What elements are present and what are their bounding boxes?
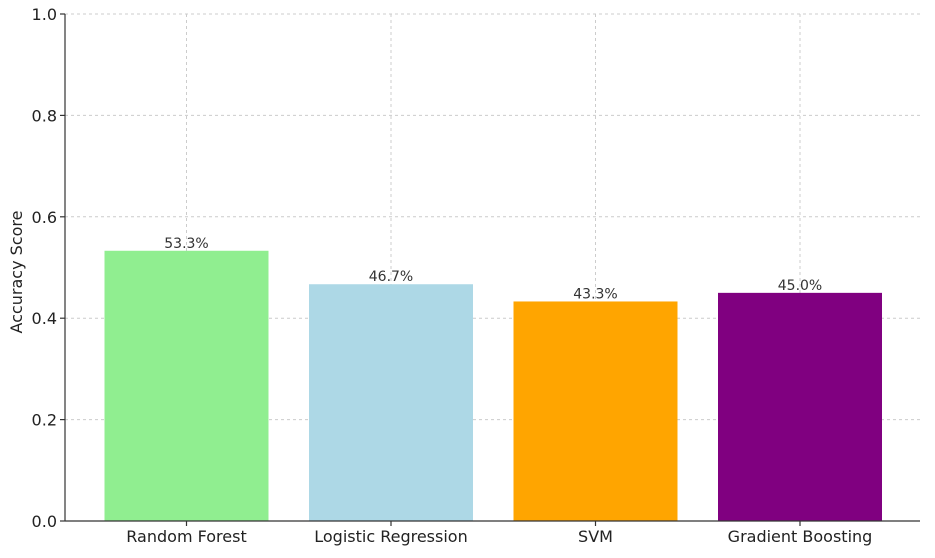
x-tick-label: Random Forest xyxy=(126,527,246,546)
bar-random-forest xyxy=(104,250,269,522)
bar-svm xyxy=(513,301,678,521)
bar-gradient-boosting xyxy=(718,292,882,521)
x-tick-label: Gradient Boosting xyxy=(728,527,873,546)
bar-logistic-regression xyxy=(309,284,473,521)
bar-layer: 53.3% 46.7% 43.3% 45.0% xyxy=(104,236,882,522)
y-tick-label: 0.8 xyxy=(32,106,57,125)
y-tick-label: 0.4 xyxy=(32,309,57,328)
data-label: 53.3% xyxy=(164,236,208,252)
data-label: 46.7% xyxy=(369,269,413,285)
x-tick-label: SVM xyxy=(578,527,613,546)
y-tick-label: 0.0 xyxy=(32,512,57,531)
x-tick-label: Logistic Regression xyxy=(314,527,467,546)
y-tick-label: 0.2 xyxy=(32,411,57,430)
data-label: 45.0% xyxy=(778,278,822,294)
data-label: 43.3% xyxy=(573,286,617,302)
axis-layer: 0.0 0.2 0.4 0.6 0.8 1.0 Random Forest Logistic … xyxy=(32,5,920,546)
y-tick-label: 0.6 xyxy=(32,208,57,227)
y-tick-label: 1.0 xyxy=(32,5,57,24)
y-axis-label: Accuracy Score xyxy=(7,211,26,334)
